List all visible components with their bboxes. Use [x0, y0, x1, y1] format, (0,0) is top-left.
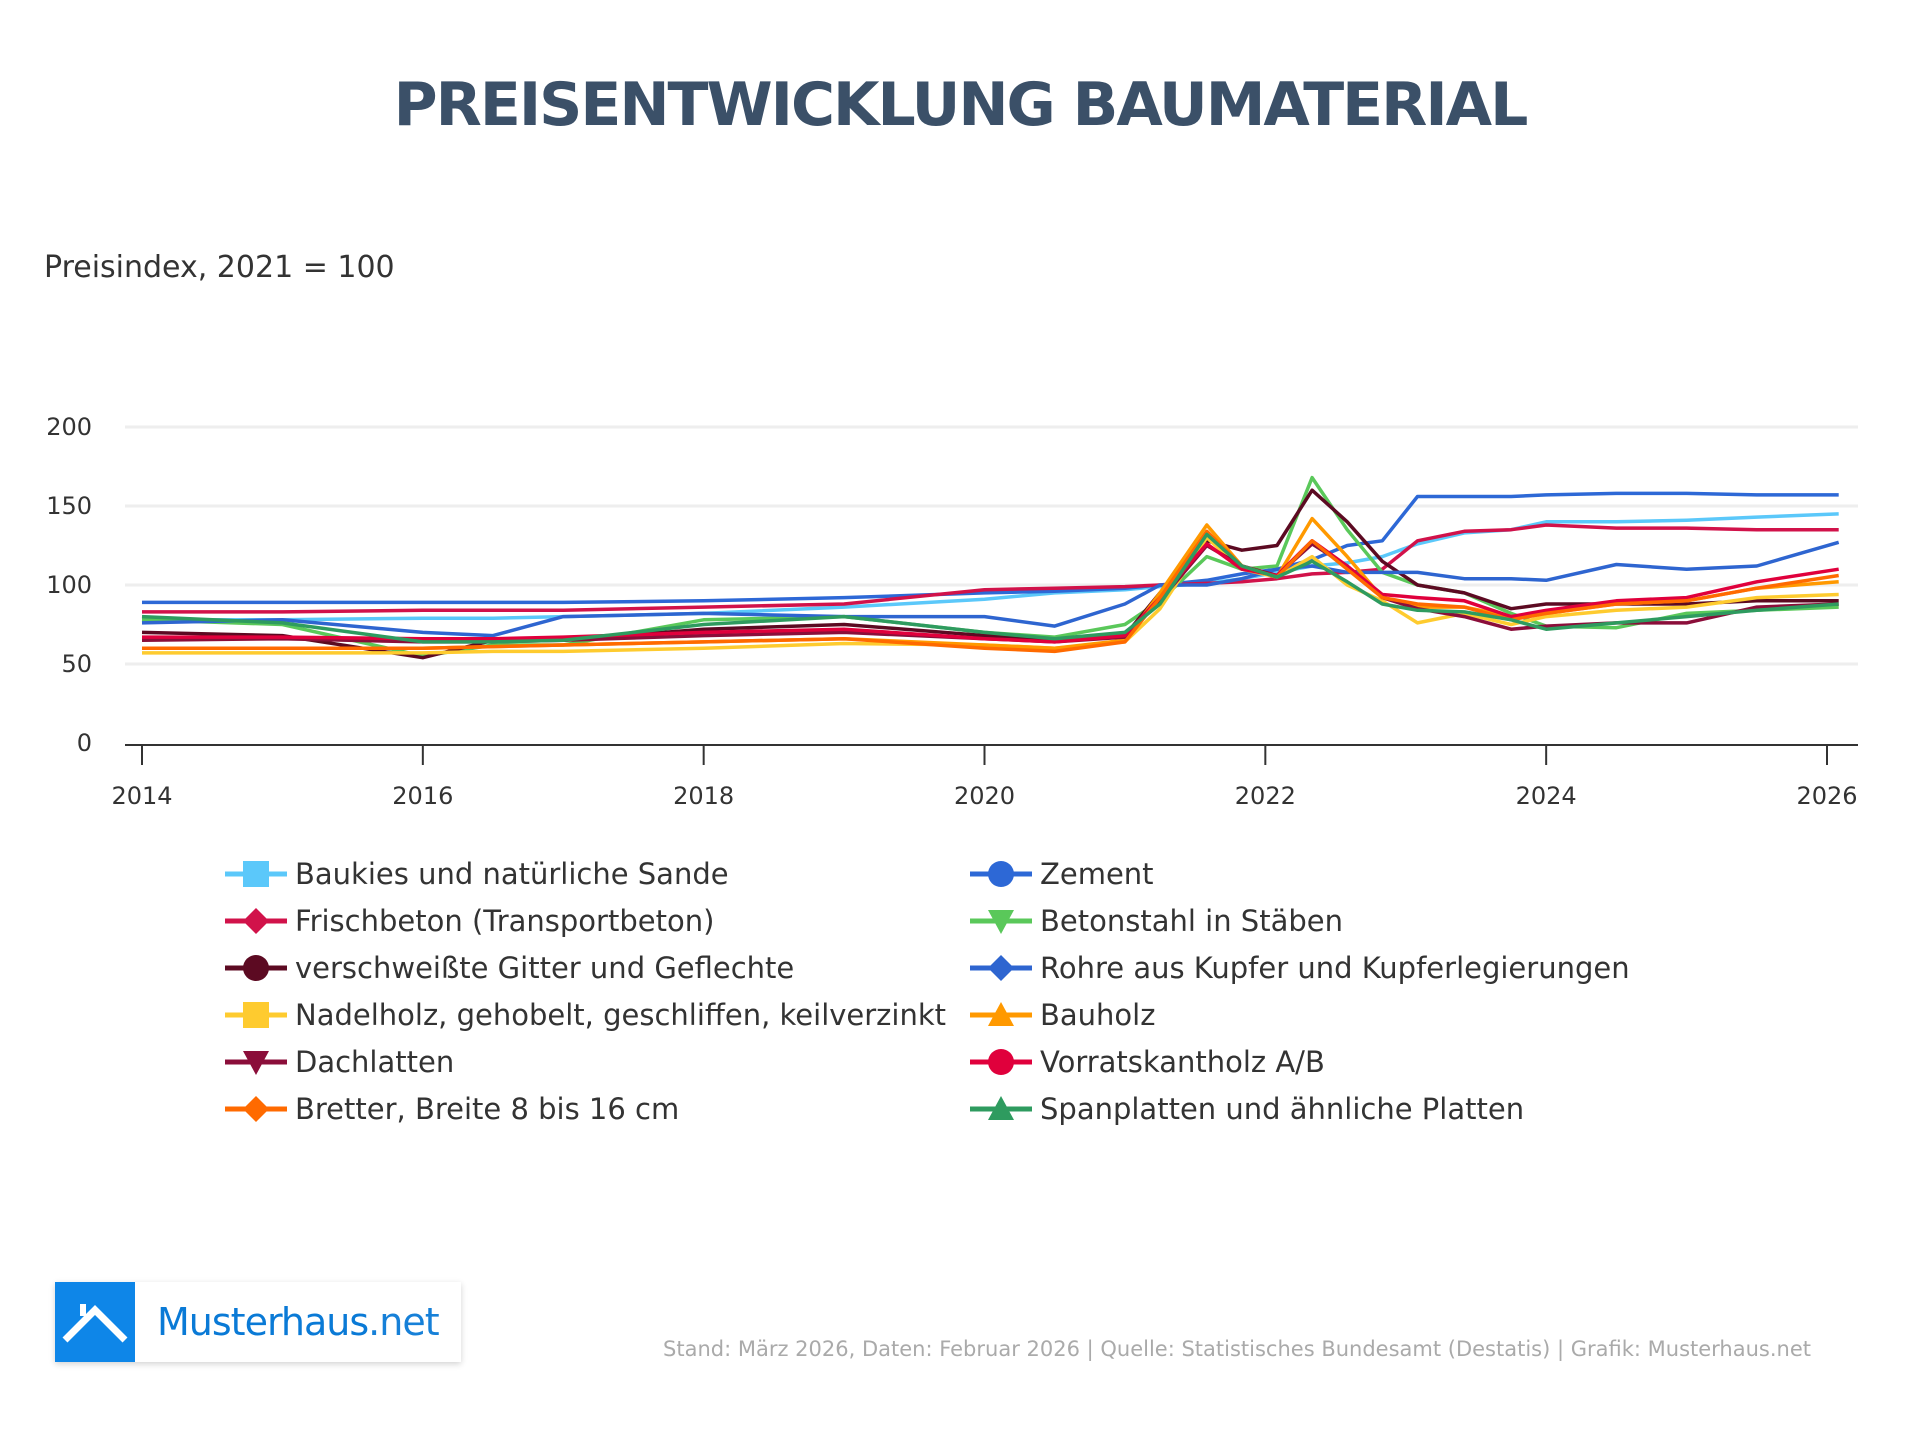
- series-line: [142, 539, 1839, 644]
- y-tick-label: 200: [46, 413, 92, 441]
- legend-item[interactable]: Vorratskantholz A/B: [970, 1045, 1325, 1079]
- legend-item[interactable]: Baukies und natürliche Sande: [225, 857, 729, 891]
- legend-label: Vorratskantholz A/B: [1040, 1045, 1325, 1079]
- circle-marker-icon: [243, 955, 269, 981]
- legend-item[interactable]: verschweißte Gitter und Geflechte: [225, 951, 794, 985]
- diamond-marker-icon: [243, 1096, 269, 1122]
- x-tick-label: 2018: [673, 782, 734, 810]
- legend-label: Baukies und natürliche Sande: [295, 857, 729, 891]
- circle-marker-icon: [988, 1049, 1014, 1075]
- logo-brand: Musterhaus: [157, 1300, 369, 1344]
- diamond-marker-icon: [988, 955, 1014, 981]
- y-tick-label: 50: [61, 650, 92, 678]
- y-tick-label: 150: [46, 492, 92, 520]
- legend-item[interactable]: Bretter, Breite 8 bis 16 cm: [225, 1092, 679, 1126]
- legend-label: Bretter, Breite 8 bis 16 cm: [295, 1092, 679, 1126]
- series-line: [141, 540, 1840, 638]
- chart-subtitle: Preisindex, 2021 = 100: [44, 250, 395, 285]
- series-line: [141, 532, 1839, 644]
- diamond-marker-icon: [243, 908, 269, 934]
- series-line: [142, 491, 1839, 605]
- logo-tld: .net: [368, 1300, 439, 1344]
- x-tick-label: 2014: [111, 782, 172, 810]
- series-line: [142, 523, 1839, 614]
- legend-item[interactable]: Frischbeton (Transportbeton): [225, 904, 714, 938]
- logo-wordmark: Musterhaus .net: [135, 1282, 461, 1362]
- triangle-marker-icon: [988, 1002, 1014, 1026]
- triangle-down-marker-icon: [243, 1051, 269, 1075]
- x-tick-label: 2020: [954, 782, 1015, 810]
- legend-item[interactable]: Bauholz: [970, 998, 1155, 1032]
- circle-marker-icon: [988, 861, 1014, 887]
- legend-item[interactable]: Dachlatten: [225, 1045, 454, 1079]
- legend-label: verschweißte Gitter und Geflechte: [295, 951, 794, 985]
- legend-item[interactable]: Betonstahl in Stäben: [970, 904, 1343, 938]
- legend-item[interactable]: Nadelholz, gehobelt, geschliffen, keilve…: [225, 998, 946, 1032]
- x-tick-label: 2016: [392, 782, 453, 810]
- legend-item[interactable]: Rohre aus Kupfer und Kupferlegierungen: [970, 951, 1630, 985]
- square-marker-icon: [243, 861, 269, 887]
- page-title: PREISENTWICKLUNG BAUMATERIAL: [393, 70, 1529, 140]
- legend-item[interactable]: Zement: [970, 857, 1154, 891]
- x-tick-label: 2026: [1796, 782, 1857, 810]
- square-marker-icon: [243, 1002, 269, 1028]
- triangle-marker-icon: [988, 1096, 1014, 1120]
- legend-label: Dachlatten: [295, 1045, 454, 1079]
- legend-label: Rohre aus Kupfer und Kupferlegierungen: [1040, 951, 1630, 985]
- legend-label: Betonstahl in Stäben: [1040, 904, 1343, 938]
- legend-label: Nadelholz, gehobelt, geschliffen, keilve…: [295, 998, 946, 1032]
- x-tick-label: 2024: [1516, 782, 1577, 810]
- legend-item[interactable]: Spanplatten und ähnliche Platten: [970, 1092, 1524, 1126]
- legend-label: Spanplatten und ähnliche Platten: [1040, 1092, 1524, 1126]
- legend-label: Bauholz: [1040, 998, 1155, 1032]
- x-tick-label: 2022: [1235, 782, 1296, 810]
- y-tick-label: 100: [46, 571, 92, 599]
- legend-label: Zement: [1040, 857, 1154, 891]
- house-roof-icon: [55, 1282, 135, 1362]
- musterhaus-logo[interactable]: Musterhaus .net: [55, 1282, 461, 1362]
- triangle-down-marker-icon: [988, 910, 1014, 934]
- legend-label: Frischbeton (Transportbeton): [295, 904, 714, 938]
- y-tick-label: 0: [77, 729, 92, 757]
- source-footer: Stand: März 2026, Daten: Februar 2026 | …: [663, 1337, 1811, 1361]
